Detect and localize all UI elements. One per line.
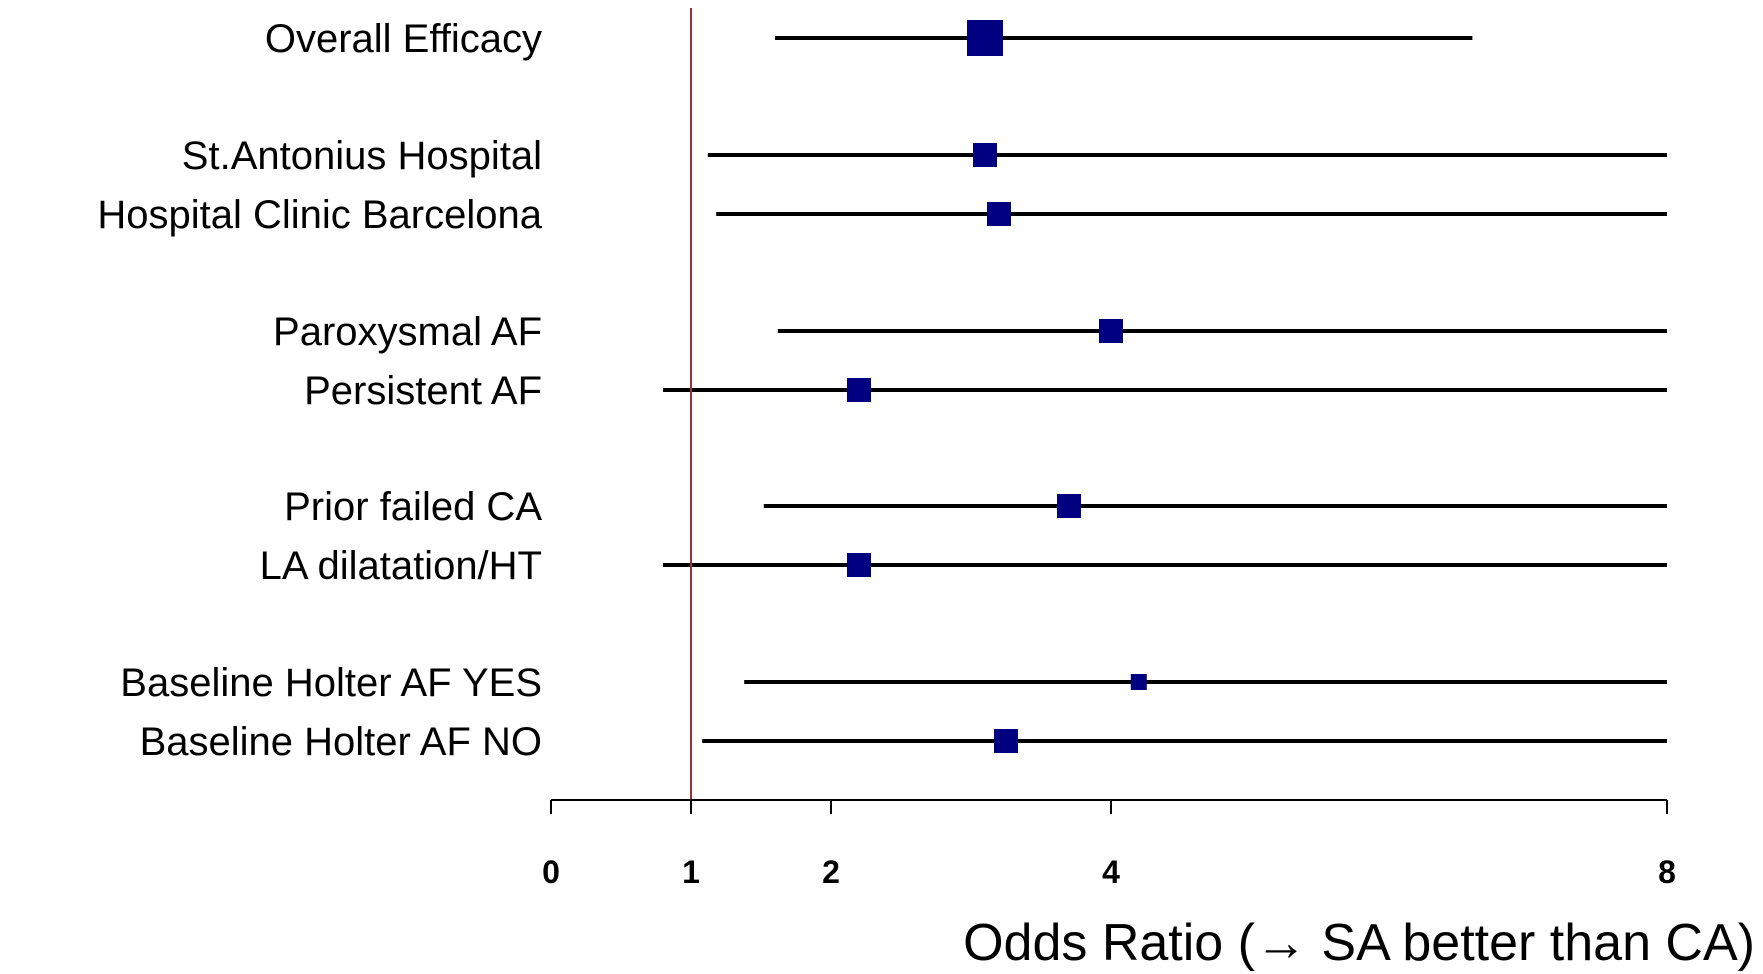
odds-ratio-marker	[973, 143, 997, 167]
row-label: Overall Efficacy	[265, 17, 542, 61]
x-tick-label: 1	[682, 854, 700, 890]
point-estimates	[847, 20, 1147, 753]
odds-ratio-marker	[847, 378, 871, 402]
row-label: St.Antonius Hospital	[182, 134, 542, 178]
odds-ratio-marker	[1130, 674, 1147, 690]
row-label: Prior failed CA	[284, 485, 542, 529]
row-label: Paroxysmal AF	[273, 310, 542, 354]
x-tick-label: 4	[1102, 854, 1120, 890]
odds-ratio-marker	[987, 202, 1011, 226]
odds-ratio-marker	[1099, 319, 1123, 343]
row-label: Hospital Clinic Barcelona	[97, 193, 542, 237]
row-label: Baseline Holter AF YES	[120, 661, 542, 705]
odds-ratio-marker	[967, 20, 1003, 56]
x-tick-label: 0	[542, 854, 560, 890]
odds-ratio-marker	[1057, 494, 1081, 518]
x-tick-label: 2	[822, 854, 840, 890]
row-label: LA dilatation/HT	[260, 544, 542, 588]
x-axis-ticks: 0 1 2 4 8	[542, 800, 1676, 890]
row-label: Persistent AF	[304, 369, 542, 413]
odds-ratio-marker	[994, 729, 1018, 753]
x-tick-label: 8	[1658, 854, 1676, 890]
odds-ratio-marker	[847, 553, 871, 577]
row-labels: Overall Efficacy St.Antonius Hospital Hosp…	[97, 17, 542, 764]
confidence-intervals	[663, 36, 1667, 743]
row-label: Baseline Holter AF NO	[140, 720, 542, 764]
x-axis-title: Odds Ratio (→ SA better than CA)	[963, 914, 1755, 972]
